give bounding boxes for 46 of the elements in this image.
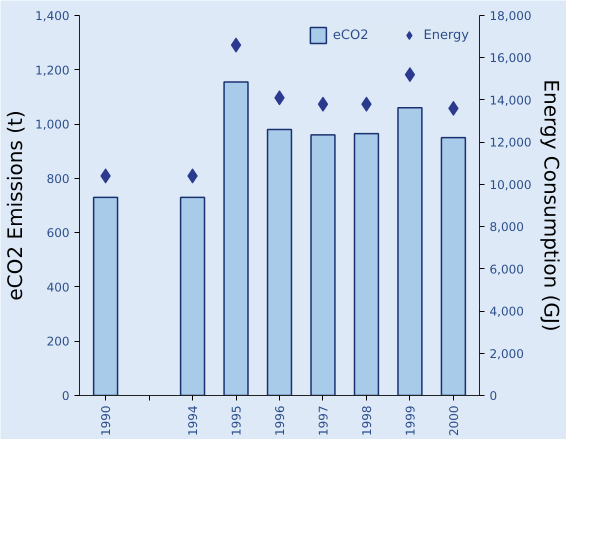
x-tick-label: 1998	[360, 405, 374, 436]
bar	[180, 196, 206, 396]
y2-tick-label: 8,000	[490, 220, 524, 234]
y-tick-label: 800	[46, 172, 70, 186]
y-tick-label: 1,200	[35, 63, 70, 78]
y-tick-label: 600	[46, 226, 70, 240]
y2-tick-label: 0	[490, 389, 498, 403]
y2-tick-label: 10,000	[490, 178, 532, 192]
point	[361, 96, 372, 112]
point	[100, 168, 111, 184]
x-tick-label: 1995	[230, 405, 244, 436]
y2-axis-title: Energy Consumption (GJ)	[539, 79, 564, 332]
y-axis-title: eCO2 Emissions (t)	[3, 110, 28, 301]
legend-label: Energy	[423, 28, 469, 42]
x-tick-label: 1996	[273, 405, 287, 436]
x-tick-label: 1997	[316, 405, 330, 436]
y-tick-label: 200	[46, 334, 70, 349]
y-tick-label: 1,400	[35, 9, 70, 23]
y2-tick-label: 16,000	[490, 51, 532, 66]
x-tick-label: 1990	[99, 405, 114, 436]
x-tick-label: 1994	[186, 405, 200, 436]
point	[404, 67, 416, 82]
point	[230, 38, 242, 53]
y2-tick-label: 12,000	[490, 136, 532, 150]
point	[274, 90, 285, 106]
bar	[354, 132, 380, 396]
point	[187, 168, 198, 184]
y-tick-label: 1,000	[35, 118, 70, 132]
y2-tick-label: 6,000	[490, 262, 524, 276]
bar	[310, 134, 336, 396]
y2-tick-label: 2,000	[490, 346, 524, 361]
x-tick-label: 1999	[403, 405, 418, 436]
y2-tick-label: 18,000	[490, 9, 532, 23]
bar	[92, 196, 118, 396]
bar	[266, 128, 292, 396]
point	[448, 100, 459, 116]
legend-label: eCO2	[332, 28, 368, 42]
x-tick-label: 2000	[446, 405, 461, 436]
bar	[223, 81, 249, 396]
y2-tick-label: 4,000	[490, 304, 524, 319]
point	[318, 96, 328, 112]
y-tick-label: 0	[62, 389, 70, 403]
y-tick-label: 400	[46, 280, 70, 294]
bar	[397, 107, 423, 396]
bar	[440, 136, 466, 396]
y2-tick-label: 14,000	[490, 93, 532, 108]
